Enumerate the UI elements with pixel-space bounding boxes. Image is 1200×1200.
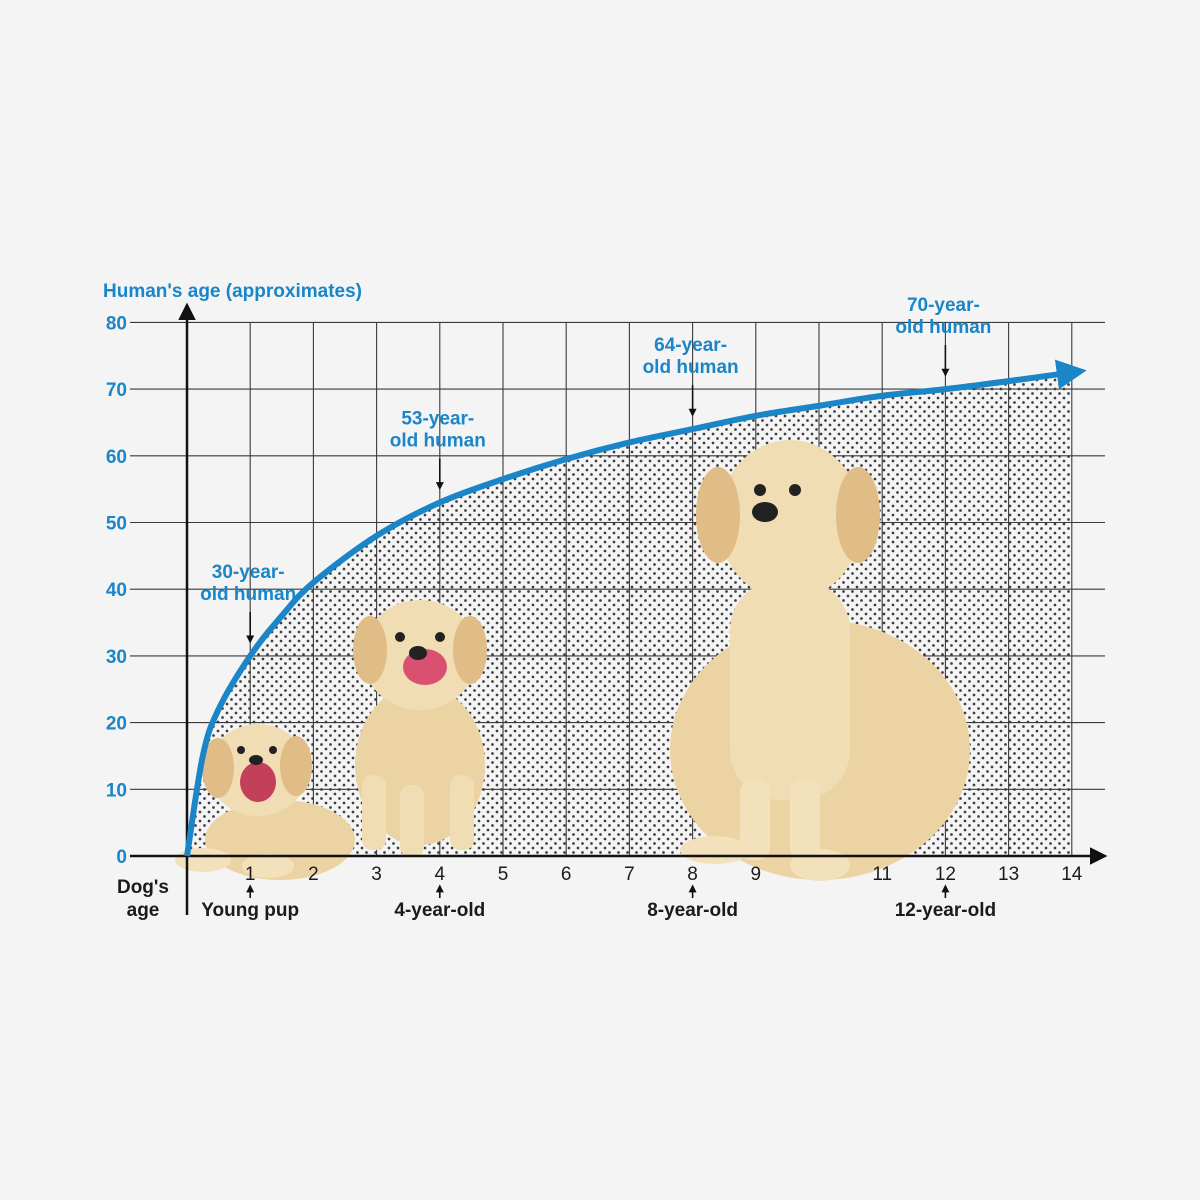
annotation-line1: 53-year- <box>401 408 474 429</box>
four-year-old-image <box>353 600 487 857</box>
y-tick-label: 60 <box>106 447 127 468</box>
x-marker-label: 12-year-old <box>895 900 996 921</box>
x-tick-label: 3 <box>371 864 382 885</box>
annotation-line2: old human <box>200 584 296 605</box>
x-tick-label: 9 <box>751 864 762 885</box>
y-tick-label: 20 <box>106 714 127 735</box>
x-tick-label: 14 <box>1061 864 1083 885</box>
y-tick-label: 50 <box>106 514 127 535</box>
x-tick-label: 7 <box>624 864 635 885</box>
annotation-line1: 30-year- <box>212 562 285 583</box>
x-tick-label: 5 <box>498 864 509 885</box>
annotation-line1: 64-year- <box>654 335 727 356</box>
x-tick-label: 4 <box>435 864 446 885</box>
y-tick-label: 70 <box>106 380 127 401</box>
x-tick-label: 1 <box>245 864 256 885</box>
y-tick-label: 40 <box>106 580 127 601</box>
x-tick-label: 6 <box>561 864 572 885</box>
y-tick-label: 10 <box>106 780 127 801</box>
x-tick-label: 2 <box>308 864 319 885</box>
eight-year-old-image <box>670 440 970 881</box>
y-tick-label: 30 <box>106 647 127 668</box>
x-marker-label: 4-year-old <box>394 900 485 921</box>
x-axis-label-line1: Dog's <box>117 877 169 898</box>
y-axis-label: Human's age (approximates) <box>103 281 362 302</box>
x-marker-label: 8-year-old <box>647 900 738 921</box>
x-tick-label: 11 <box>872 864 892 885</box>
young-pup-image <box>175 724 355 880</box>
x-axis-label-line2: age <box>127 900 160 921</box>
annotation-line2: old human <box>643 357 739 378</box>
annotation-line1: 70-year- <box>907 295 980 316</box>
x-tick-label: 8 <box>687 864 698 885</box>
y-tick-label: 0 <box>116 847 127 868</box>
x-marker-label: Young pup <box>201 900 299 921</box>
annotation-line2: old human <box>895 317 991 338</box>
chart-axes <box>130 302 1108 915</box>
y-tick-label: 80 <box>106 313 127 334</box>
annotation-line2: old human <box>390 430 486 451</box>
x-tick-label: 13 <box>998 864 1019 885</box>
dog-human-age-curve <box>184 359 1087 857</box>
x-tick-label: 12 <box>935 864 956 885</box>
